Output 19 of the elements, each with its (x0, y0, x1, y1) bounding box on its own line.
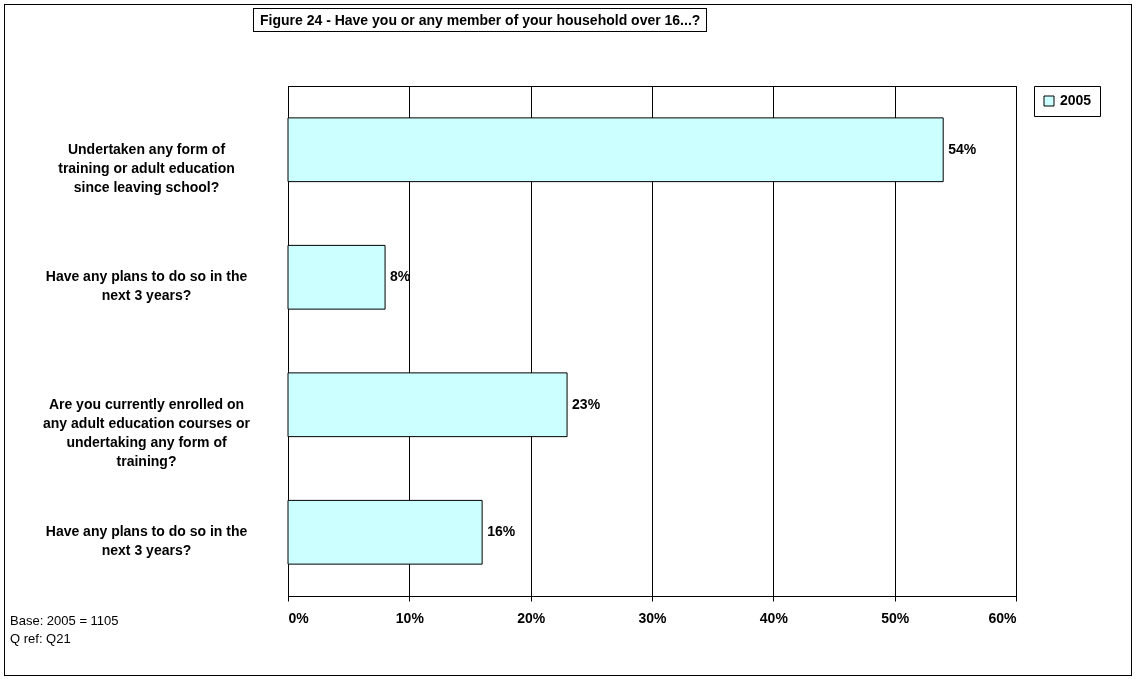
x-tick-label: 10% (395, 609, 425, 626)
legend-label: 2005 (1060, 92, 1092, 108)
y-tick-label: Have any plans to do so in the next 3 years? (45, 523, 248, 559)
y-tick-label: Have any plans to do so in the next 3 years? (45, 268, 248, 304)
x-tick-label: 60% (988, 609, 1018, 626)
x-tick-label: 30% (638, 609, 668, 626)
text: Q ref: Q21 (10, 630, 72, 648)
x-tick-label: 40% (759, 609, 789, 626)
text: Base: 2005 = 1105 (10, 612, 119, 630)
data-label: 8% (390, 268, 411, 285)
x-tick-label: 50% (881, 609, 910, 626)
data-label: 23% (572, 395, 601, 412)
y-tick-label: Undertaken any form of training or adult education since leaving school? (58, 140, 235, 195)
x-tick-label: 0% (288, 609, 310, 626)
x-tick-label: 20% (517, 609, 546, 626)
data-label: 54% (948, 140, 977, 157)
chart-title: Figure 24 - Have you or any member of your household over 16...? (253, 8, 708, 32)
data-label: 16% (487, 523, 516, 540)
y-tick-label: Are you currently enrolled on any adult education courses or undertaking any form of training? (43, 395, 251, 469)
